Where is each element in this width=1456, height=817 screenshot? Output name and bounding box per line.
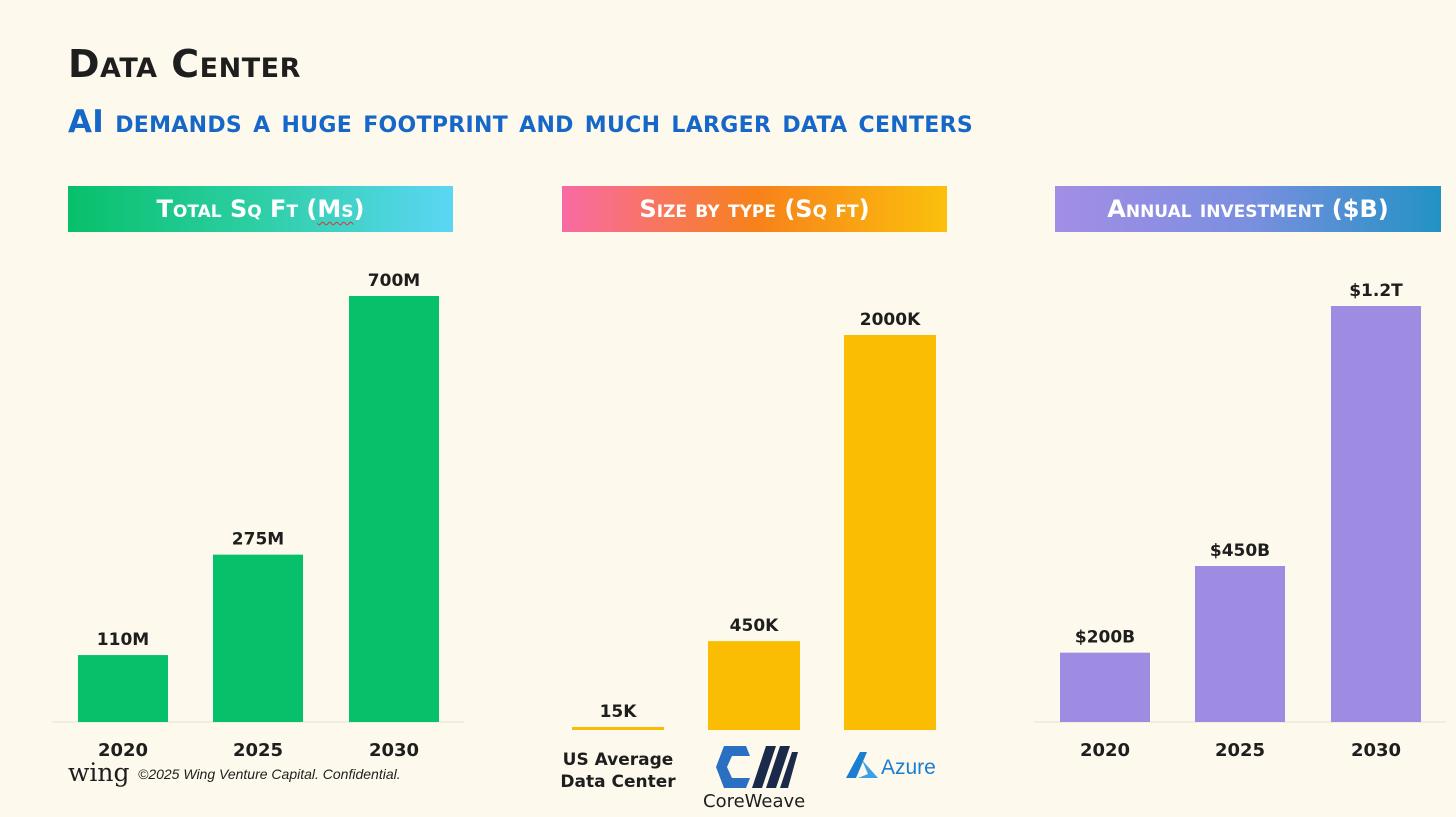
chart-total-sqft: 110M 2020 275M 2025 700M 2030 [52,271,464,761]
data-label: $200B [1075,628,1135,648]
category-label: 2020 [1080,740,1130,761]
coreweave-label: CoreWeave [703,791,806,812]
bar [844,335,936,730]
category-label: 2025 [1215,740,1265,761]
category-label: 2030 [1351,740,1401,761]
chart-header-annual-investment: Annual investment ($B) [1055,186,1441,232]
bar [1195,566,1285,722]
category-label: 2020 [98,740,148,761]
data-label: 15K [600,702,638,722]
spellcheck-squiggle-text: Ms [317,195,354,223]
page-title: Data Center [68,42,301,86]
copyright-text: ©2025 Wing Venture Capital. Confidential… [138,766,401,782]
bar [708,641,800,730]
data-label: 110M [97,630,149,650]
bar [213,554,303,722]
chart-header-total-sqft: Total Sq Ft (Ms) [68,186,453,232]
azure-logo-icon [846,752,878,778]
bar [1060,652,1150,722]
chart-size-by-type: 15K 450K 2000K [572,310,936,730]
chart-header-total-sqft-suffix: ) [353,195,365,223]
category-label: 2030 [369,740,419,761]
data-label: 700M [368,271,420,291]
page-subtitle: AI demands a huge footprint and much lar… [68,104,974,140]
data-label: $450B [1210,541,1270,561]
bar [78,655,168,722]
category-label: 2025 [233,740,283,761]
wing-logo: wing [68,758,130,787]
chart-annual-investment: $200B 2020 $450B 2025 $1.2T 2030 [1034,281,1446,761]
data-label: 2000K [860,310,921,330]
chart-header-size-by-type: Size by type (Sq ft) [562,186,947,232]
azure-label: Azure [881,756,936,779]
category-us-average: US Average Data Center [560,750,676,792]
bar [1331,306,1421,722]
data-label: 450K [730,616,779,636]
data-label: 275M [232,530,284,550]
bar [572,727,664,730]
chart-header-total-sqft-prefix: Total Sq Ft ( [156,195,318,223]
data-label: $1.2T [1349,281,1403,301]
coreweave-logo-icon [716,746,798,788]
bar [349,296,439,722]
